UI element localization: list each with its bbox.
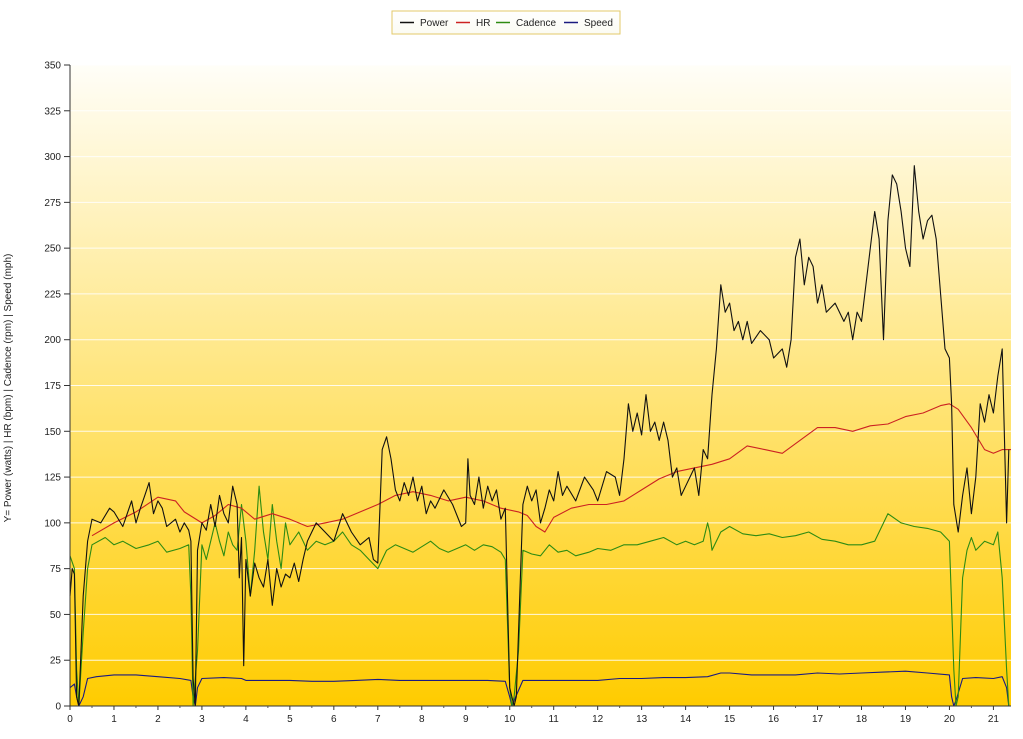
legend-label-speed: Speed — [584, 18, 613, 29]
grid-lines — [70, 64, 1011, 661]
y-axis-ticks: 0 25 50 75 100 125 150 175 200 225 250 275 300 325 350 — [44, 61, 70, 713]
legend-label-hr: HR — [476, 18, 490, 29]
x-tick-label: 14 — [680, 714, 692, 725]
y-tick-label: 100 — [44, 518, 61, 529]
series-line-power — [69, 165, 1010, 707]
y-tick-label: 50 — [50, 610, 62, 621]
series-line-hr — [91, 403, 1011, 537]
legend-label-power: Power — [420, 18, 449, 29]
x-tick-label: 7 — [375, 714, 381, 725]
x-tick-label: 19 — [900, 714, 912, 725]
x-tick-label: 9 — [463, 714, 469, 725]
y-tick-label: 250 — [44, 244, 61, 255]
y-tick-label: 225 — [44, 289, 61, 300]
x-tick-label: 3 — [199, 714, 205, 725]
y-tick-label: 125 — [44, 473, 61, 484]
y-tick-label: 175 — [44, 381, 61, 392]
x-tick-label: 16 — [768, 714, 780, 725]
y-tick-label: 325 — [44, 106, 61, 117]
series-line-cadence — [69, 485, 1010, 707]
y-tick-label: 275 — [44, 198, 61, 209]
x-tick-label: 15 — [724, 714, 736, 725]
x-tick-label: 20 — [944, 714, 956, 725]
x-axis-ticks: 0 1 2 3 4 5 6 7 8 9 10 11 12 13 14 15 16 17 18 19 20 21 — [67, 706, 999, 725]
y-tick-label: 75 — [50, 564, 62, 575]
x-tick-label: 11 — [548, 714, 559, 725]
x-tick-label: 17 — [812, 714, 824, 725]
y-tick-label: 300 — [44, 152, 61, 163]
x-tick-label: 8 — [419, 714, 425, 725]
y-axis-label: Y= Power (watts) | HR (bpm) | Cadence (r… — [3, 254, 14, 523]
x-tick-label: 0 — [67, 714, 73, 725]
legend-label-cadence: Cadence — [516, 18, 556, 29]
legend[interactable]: Power HR Cadence Speed — [391, 10, 621, 35]
x-tick-label: 10 — [504, 714, 516, 725]
y-tick-label: 150 — [44, 427, 61, 438]
x-tick-label: 2 — [155, 714, 161, 725]
y-tick-label: 25 — [50, 656, 62, 667]
x-tick-label: 12 — [592, 714, 604, 725]
x-tick-label: 1 — [111, 714, 117, 725]
y-tick-label: 200 — [44, 335, 61, 346]
x-tick-label: 13 — [636, 714, 648, 725]
y-tick-label: 0 — [55, 702, 61, 713]
x-tick-label: 6 — [331, 714, 337, 725]
x-tick-label: 4 — [243, 714, 249, 725]
x-tick-label: 5 — [287, 714, 293, 725]
y-tick-label: 350 — [44, 61, 61, 72]
x-tick-label: 21 — [988, 714, 1000, 725]
x-tick-label: 18 — [856, 714, 868, 725]
